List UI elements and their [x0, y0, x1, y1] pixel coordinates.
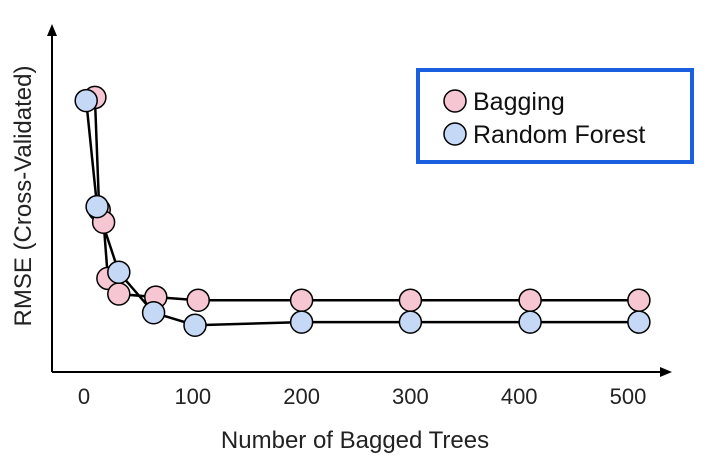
- data-point-bagging: [627, 288, 651, 312]
- y-axis-arrow: [47, 24, 57, 36]
- legend-label-random-forest: Random Forest: [473, 121, 645, 149]
- data-point-random-forest: [183, 313, 207, 337]
- legend-label-bagging: Bagging: [473, 88, 565, 116]
- legend: Bagging Random Forest: [416, 68, 694, 164]
- axes: [47, 24, 672, 377]
- x-tick-label: 500: [610, 384, 647, 409]
- data-point-bagging: [186, 288, 210, 312]
- data-point-random-forest: [289, 310, 314, 334]
- data-point-bagging: [518, 288, 542, 312]
- data-point-bagging: [289, 288, 314, 312]
- series-markers: [74, 85, 651, 337]
- legend-marker-random-forest: [443, 122, 467, 146]
- data-point-bagging: [398, 288, 423, 312]
- data-point-random-forest: [518, 310, 542, 334]
- x-tick-label: 100: [174, 384, 211, 409]
- x-tick-labels: 0 100 200 300 400 500: [78, 384, 646, 409]
- data-point-random-forest: [141, 300, 166, 325]
- x-tick-label: 300: [392, 384, 429, 409]
- data-point-random-forest: [107, 260, 131, 284]
- legend-box: [416, 68, 694, 164]
- data-point-random-forest: [74, 88, 98, 113]
- data-point-random-forest: [627, 310, 651, 334]
- series-layer: [74, 85, 651, 337]
- data-point-random-forest: [85, 194, 109, 219]
- x-axis-arrow: [660, 367, 672, 377]
- legend-marker-bagging: [443, 89, 467, 113]
- x-tick-label: 400: [501, 384, 538, 409]
- y-axis-title: RMSE (Cross-Validated): [10, 66, 37, 327]
- data-point-random-forest: [398, 310, 423, 334]
- x-tick-label: 0: [78, 384, 90, 409]
- x-tick-label: 200: [283, 384, 320, 409]
- data-point-bagging: [107, 282, 131, 306]
- x-axis-title: Number of Bagged Trees: [221, 427, 489, 454]
